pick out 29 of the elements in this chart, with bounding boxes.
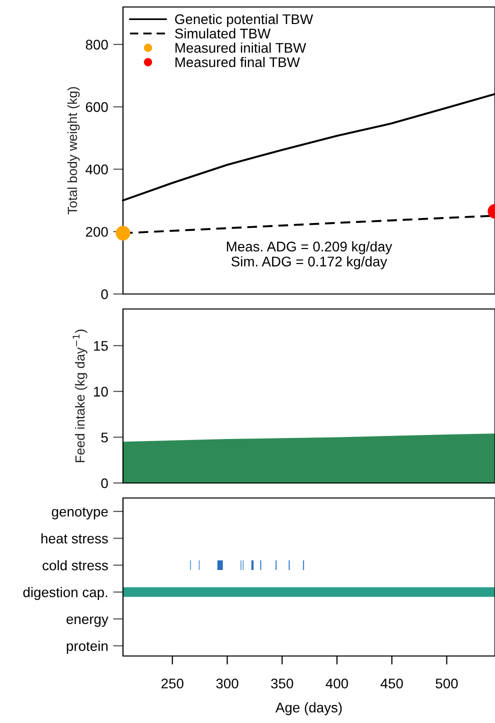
x-axis-title: Age (days)	[275, 702, 342, 716]
y-tick-label: 0	[101, 289, 108, 300]
x-tick-label: 350	[271, 678, 294, 688]
y-tick-label: digestion cap.	[23, 587, 108, 600]
y-tick-label: 0	[101, 478, 108, 488]
y-tick-label: 5	[101, 432, 108, 442]
x-tick-label: 450	[380, 678, 403, 688]
y-tick-label: 600	[86, 102, 108, 112]
legend-label: Simulated TBW	[175, 28, 271, 38]
y-tick-label: protein	[66, 640, 108, 654]
y-tick-label: energy	[66, 616, 108, 627]
y-tick-label: 800	[86, 40, 108, 50]
y-tick-label: cold stress	[42, 560, 108, 570]
x-tick-label: 250	[161, 678, 184, 688]
y-tick-label: 10	[94, 386, 108, 397]
y-axis-title: Feed intake (kg day$^{−1}$)	[72, 330, 88, 462]
x-tick-label: 300	[216, 678, 238, 688]
y-axis-title: Total body weight (kg)	[67, 87, 80, 214]
y-tick-label: 200	[86, 226, 108, 237]
y-tick-label: genotype	[52, 507, 108, 520]
x-tick-label: 500	[436, 678, 458, 688]
legend-label: Measured initial TBW	[176, 42, 306, 53]
y-tick-label: 400	[86, 164, 108, 174]
legend-label: Genetic potential TBW	[175, 14, 314, 27]
y-tick-label: heat stress	[41, 533, 108, 544]
y-tick-label: 15	[94, 341, 108, 351]
legend-label: Measured final TBW	[176, 56, 300, 68]
x-tick-label: 400	[326, 678, 348, 688]
annotation: Meas. ADG = 0.209 kg/day Sim. ADG = 0.172 kg/day	[226, 241, 392, 270]
